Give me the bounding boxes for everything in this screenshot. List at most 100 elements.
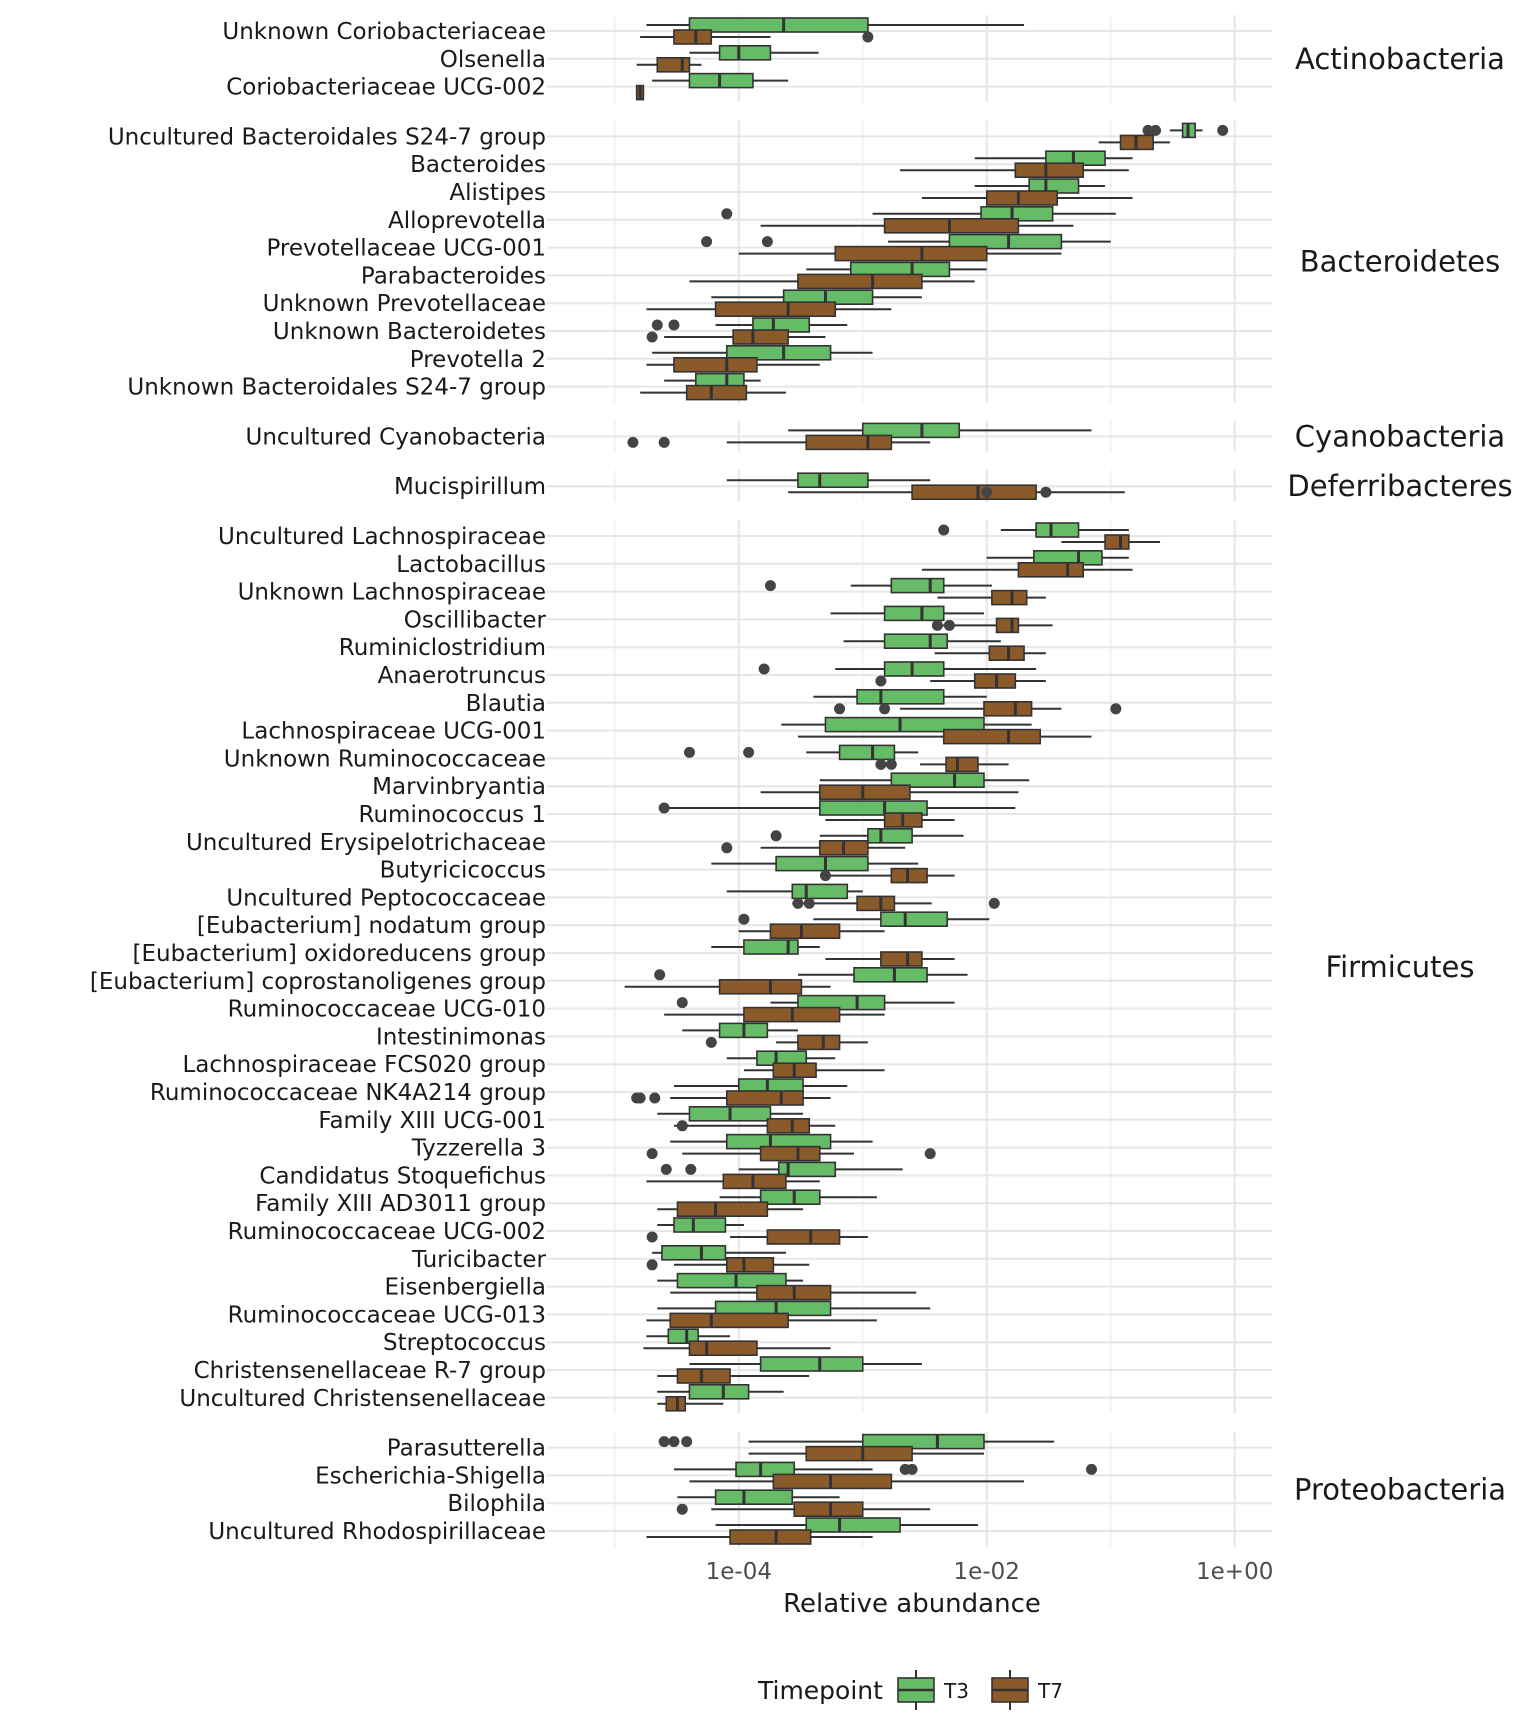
box-t7 (646, 1145, 936, 1162)
iqr-box (880, 911, 949, 928)
iqr-box (983, 700, 1033, 717)
panel-actinobacteria: Actinobacteria Unknown CoriobacteriaceaeO… (222, 15, 1505, 103)
taxon-label: Prevotella 2 (410, 347, 546, 373)
outlier-point (668, 319, 680, 331)
outlier-point (738, 913, 750, 925)
box-t7 (636, 56, 702, 73)
outlier-point (676, 1120, 688, 1132)
taxon-label: Turicibacter (411, 1247, 547, 1273)
outlier-point (660, 1163, 672, 1175)
taxon-label: [Eubacterium] coprostanoligenes group (90, 969, 546, 995)
box-t3 (673, 1461, 1098, 1478)
x-tick-label: 1e-02 (954, 1559, 1020, 1585)
box-t7 (624, 978, 831, 995)
box-t3 (719, 1189, 877, 1205)
box-t7 (640, 384, 786, 401)
box-t7 (670, 1284, 917, 1301)
box-t7 (646, 329, 826, 345)
box-t3 (658, 1433, 1055, 1450)
box-t3 (738, 911, 990, 928)
iqr-box (797, 273, 923, 290)
box-t3 (660, 1161, 903, 1178)
taxon-label: Unknown Lachnospiraceae (238, 580, 546, 606)
outlier-point (705, 1036, 717, 1048)
iqr-box (883, 661, 945, 677)
outlier-point (758, 663, 770, 675)
taxon-label: Unknown Coriobacteriaceae (222, 19, 546, 45)
x-tick-label: 1e-04 (706, 1559, 772, 1585)
box-t3 (658, 800, 1016, 816)
taxon-label: Tyzzerella 3 (411, 1136, 546, 1162)
box-t7 (760, 218, 1074, 234)
box-t3 (652, 344, 873, 361)
taxon-label: [Eubacterium] oxidoreducens group (133, 941, 546, 967)
iqr-box (772, 1473, 893, 1490)
iqr-box (867, 827, 913, 844)
taxon-label: Uncultured Christensenellaceae (179, 1386, 546, 1412)
iqr-box (856, 688, 945, 705)
iqr-box (714, 301, 837, 318)
x-tick-label: 1e+00 (1196, 1559, 1273, 1585)
panel-bacteroidetes: Bacteroidetes Uncultured Bacteroidales S2… (108, 120, 1500, 403)
box-t3 (781, 716, 1032, 733)
iqr-box (942, 728, 1042, 745)
box-t7 (721, 839, 906, 856)
box-t7 (657, 1396, 724, 1412)
box-t7 (689, 1473, 1025, 1490)
box-t3 (652, 1245, 786, 1261)
iqr-box (883, 218, 1020, 234)
box-t7 (673, 1118, 836, 1134)
taxon-label: Prevotellaceae UCG-001 (266, 236, 546, 262)
box-t7 (627, 434, 931, 451)
taxon-label: Parasutterella (387, 1436, 546, 1462)
iqr-box (890, 772, 985, 789)
box-t7 (921, 190, 1133, 206)
iqr-box (797, 472, 869, 489)
box-t7 (646, 1229, 868, 1245)
box-t7 (631, 1090, 831, 1106)
box-t7 (937, 589, 1046, 606)
box-t7 (760, 784, 1019, 801)
box-t7 (738, 923, 885, 940)
box-t3 (726, 1050, 836, 1066)
outlier-point (646, 1231, 658, 1243)
taxon-label: Unknown Prevotellaceae (263, 291, 546, 317)
box-t7 (934, 645, 1046, 662)
box-t7 (657, 1368, 810, 1384)
box-t3 (726, 883, 863, 900)
taxon-label: Ruminococcaceae NK4A214 group (150, 1080, 546, 1106)
box-t7 (646, 1257, 810, 1273)
box-t7 (875, 673, 1046, 689)
outlier-point (862, 31, 874, 43)
iqr-box (1104, 534, 1130, 550)
box-t3 (689, 44, 819, 61)
taxon-label: Parabacteroides (361, 263, 546, 289)
box-t3 (758, 661, 1037, 677)
box-t7 (819, 867, 955, 884)
box-t3 (974, 178, 1106, 194)
outlier-point (770, 830, 782, 842)
iqr-box (797, 994, 886, 1011)
taxon-label: Ruminiclostridium (339, 635, 546, 661)
outlier-point (988, 897, 1000, 909)
box-t7 (646, 356, 820, 373)
phylum-strip-label: Proteobacteria (1294, 1472, 1506, 1506)
iqr-box (667, 1328, 699, 1344)
outlier-point (1110, 703, 1122, 715)
box-t3 (689, 1356, 922, 1372)
iqr-box (688, 1340, 758, 1356)
box-t3 (657, 1384, 784, 1400)
iqr-box (883, 605, 945, 622)
outlier-point (676, 1503, 688, 1515)
outlier-point (834, 703, 846, 715)
taxon-label: Uncultured Erysipelotrichaceae (186, 830, 546, 856)
panel-cyanobacteria: Cyanobacteria Uncultured Cyanobacteria (246, 419, 1506, 453)
panel-firmicutes: Firmicutes Uncultured LachnospiraceaeLact… (90, 520, 1475, 1414)
iqr-box (673, 1217, 727, 1233)
box-t3 (938, 522, 1129, 538)
box-t3 (813, 688, 987, 705)
iqr-box (725, 344, 832, 361)
taxon-label: [Eubacterium] nodatum group (197, 913, 546, 939)
panel-deferribacteres: Deferribacteres Mucispirillum (394, 469, 1513, 503)
